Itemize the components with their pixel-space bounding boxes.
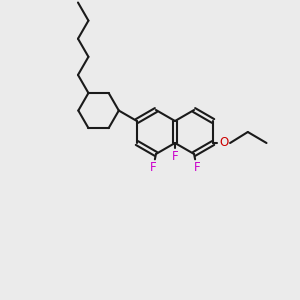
Text: F: F [194, 161, 200, 174]
Text: O: O [220, 136, 229, 149]
Text: F: F [172, 150, 178, 163]
Text: F: F [150, 161, 157, 174]
